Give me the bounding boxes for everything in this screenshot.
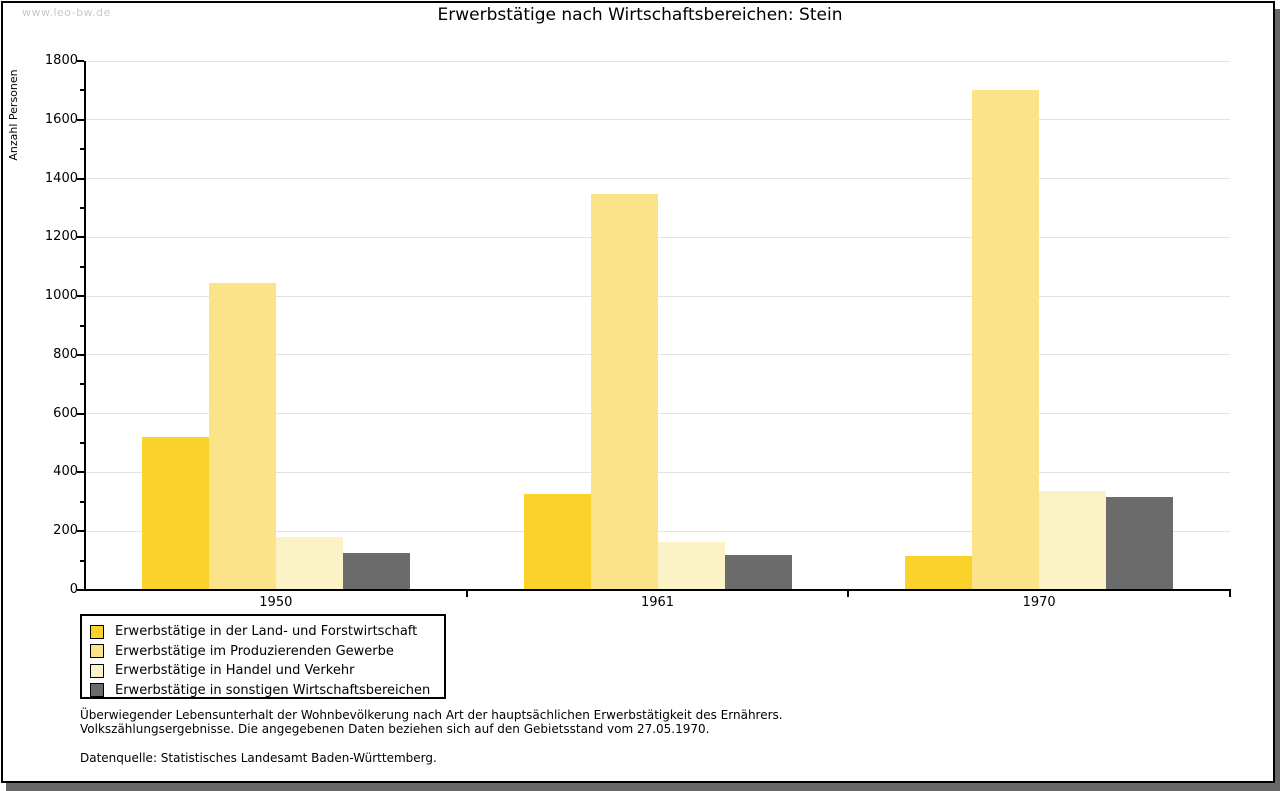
bar-1961-series-1 — [524, 494, 591, 590]
bar-1961-series-3 — [658, 542, 725, 590]
gridline — [85, 60, 1230, 62]
y-minor-tick — [80, 265, 84, 268]
source-note: Datenquelle: Statistisches Landesamt Bad… — [80, 751, 437, 765]
y-tick-label: 1200 — [44, 229, 78, 245]
footnote-line-1: Überwiegender Lebensunterhalt der Wohnbe… — [80, 708, 783, 722]
y-tick-label: 400 — [53, 464, 78, 480]
y-tick-label: 1800 — [44, 53, 78, 68]
y-minor-tick — [80, 500, 84, 503]
y-tick-label: 0 — [69, 582, 78, 597]
legend-label: Erwerbstätige im Produzierenden Gewerbe — [115, 643, 394, 659]
x-axis-line — [84, 589, 1231, 591]
y-tick-label: 1400 — [44, 170, 78, 186]
chart-title: Erwerbstätige nach Wirtschaftsbereichen:… — [437, 5, 843, 25]
bar-1950-series-1 — [142, 437, 209, 590]
x-tick-label: 1970 — [1022, 595, 1056, 610]
legend-label: Erwerbstätige in sonstigen Wirtschaftsbe… — [115, 682, 431, 698]
y-minor-tick — [80, 148, 84, 151]
y-tick — [77, 412, 84, 415]
y-tick — [77, 60, 84, 62]
y-tick — [77, 471, 84, 474]
legend-label: Erwerbstätige in der Land- und Forstwirt… — [115, 624, 418, 640]
x-boundary-tick — [465, 591, 468, 597]
legend-swatch — [90, 663, 104, 678]
legend-swatch — [90, 683, 104, 698]
y-tick — [77, 353, 84, 356]
y-tick — [77, 589, 84, 591]
legend-swatch — [90, 644, 104, 659]
y-tick — [77, 236, 84, 239]
y-tick-label: 600 — [53, 405, 78, 421]
legend-item: Erwerbstätige in sonstigen Wirtschaftsbe… — [90, 681, 444, 701]
bar-1970-series-1 — [905, 556, 972, 590]
legend-item: Erwerbstätige in Handel und Verkehr — [90, 661, 444, 681]
y-tick — [77, 295, 84, 298]
legend-swatch — [90, 624, 104, 639]
footnote-line-2: Volkszählungsergebnisse. Die angegebenen… — [80, 721, 710, 736]
legend: Erwerbstätige in der Land- und Forstwirt… — [80, 614, 446, 699]
x-tick-label: 1950 — [259, 595, 293, 610]
y-tick — [77, 177, 84, 180]
y-minor-tick — [80, 324, 84, 327]
gridline — [85, 178, 1230, 180]
bar-1970-series-4 — [1106, 497, 1173, 590]
bar-1970-series-3 — [1039, 491, 1106, 590]
legend-item: Erwerbstätige in der Land- und Forstwirt… — [90, 622, 444, 642]
y-axis-label: Anzahl Personen — [7, 69, 20, 161]
gridline — [85, 119, 1230, 121]
y-tick — [77, 118, 84, 121]
y-tick — [77, 530, 84, 533]
bar-1970-series-2 — [972, 90, 1039, 590]
y-tick-label: 1600 — [44, 111, 78, 127]
bar-1950-series-4 — [343, 553, 410, 590]
x-boundary-tick — [847, 591, 850, 597]
y-tick-label: 200 — [53, 523, 78, 539]
bar-1961-series-4 — [725, 555, 792, 590]
y-minor-tick — [80, 89, 84, 92]
plot-area — [85, 60, 1230, 590]
x-boundary-tick — [1229, 591, 1231, 597]
legend-label: Erwerbstätige in Handel und Verkehr — [115, 663, 355, 679]
y-minor-tick — [80, 206, 84, 209]
y-axis-line — [84, 61, 86, 591]
bar-1961-series-2 — [591, 194, 658, 590]
bar-1950-series-3 — [276, 537, 343, 590]
bar-1950-series-2 — [209, 283, 276, 590]
y-minor-tick — [80, 383, 84, 386]
y-tick-label: 800 — [53, 346, 78, 362]
x-tick-label: 1961 — [640, 595, 675, 610]
legend-item: Erwerbstätige im Produzierenden Gewerbe — [90, 642, 444, 662]
y-minor-tick — [80, 559, 84, 562]
y-tick-label: 1000 — [44, 288, 78, 304]
watermark: www.leo-bw.de — [22, 6, 111, 19]
y-minor-tick — [80, 442, 84, 445]
footnotes: Überwiegender Lebensunterhalt der Wohnbe… — [80, 708, 783, 766]
